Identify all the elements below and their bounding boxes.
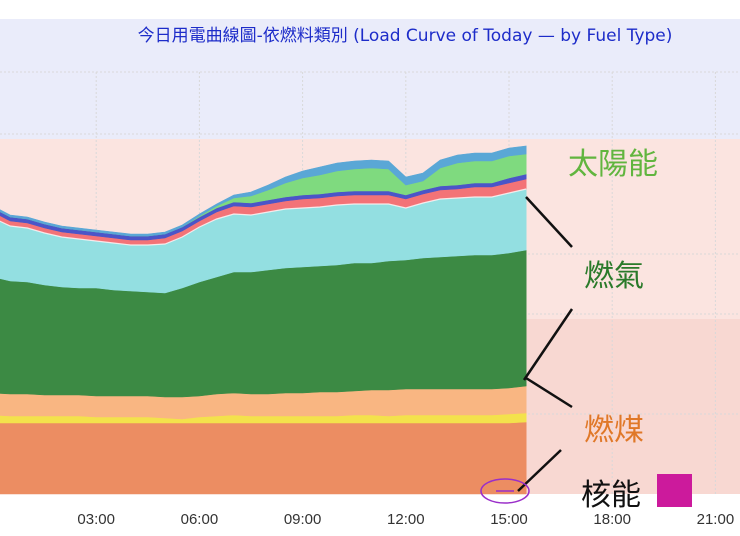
- x-tick-label: 03:00: [77, 511, 115, 528]
- fuel-label-3: 核能: [581, 478, 641, 513]
- x-tick-label: 09:00: [284, 511, 322, 528]
- pointer-line-1: [522, 308, 574, 381]
- background-band-0: [0, 19, 740, 139]
- area-series-8: [0, 145, 527, 237]
- fuel-label-2: 燃煤: [584, 413, 644, 448]
- nuclear-color-swatch: [657, 474, 692, 507]
- fuel-label-1: 燃氣: [584, 259, 644, 294]
- nuclear-highlight-ellipse: [480, 478, 530, 504]
- pointer-line-0: [525, 196, 573, 248]
- x-tick-label: 06:00: [181, 511, 219, 528]
- area-series-0: [0, 421, 527, 495]
- pointer-line-2: [525, 376, 573, 409]
- x-tick-label: 15:00: [490, 511, 528, 528]
- x-tick-label: 21:00: [697, 511, 735, 528]
- x-tick-label: 12:00: [387, 511, 425, 528]
- area-edge-line: [0, 188, 527, 246]
- x-tick-label: 18:00: [593, 511, 631, 528]
- chart-title: 今日用電曲線圖-依燃料類別 (Load Curve of Today — by …: [138, 26, 673, 46]
- stacked-areas: [0, 145, 527, 495]
- fuel-label-0: 太陽能: [568, 147, 658, 182]
- x-axis-ticks: 03:00 06:00 09:00 12:00 15:00 18:00 21:00: [77, 511, 734, 528]
